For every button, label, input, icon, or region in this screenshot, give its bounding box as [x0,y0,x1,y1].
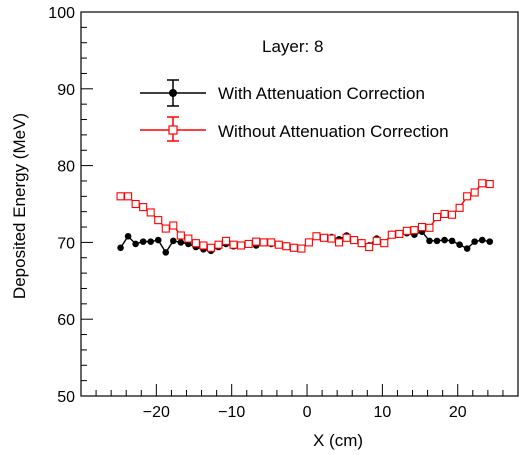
data-point [432,213,442,222]
data-point [124,232,132,240]
data-point [199,241,208,250]
data-point [448,237,456,245]
data-point [132,240,139,248]
y-tick-label: 70 [57,235,75,252]
x-tick-label: −10 [218,404,245,421]
series-without-correction [116,179,494,253]
y-tick-label: 60 [57,312,75,329]
data-point [259,238,268,247]
data-point [289,243,298,252]
data-point [342,233,351,242]
data-point [147,238,154,245]
legend-item-without-correction: Without Attenuation Correction [140,116,449,142]
data-point [139,238,147,245]
y-tick-label: 90 [57,82,75,99]
x-tick-label: 20 [449,404,467,421]
data-point [169,221,178,230]
data-point [327,234,336,243]
data-point [471,238,478,245]
y-tick-label: 50 [57,389,75,406]
data-point [206,243,216,252]
data-point [319,233,329,242]
data-point [455,203,464,212]
data-point [485,179,494,189]
data-point [410,226,419,235]
legend-marker-without-correction [168,125,178,135]
legend-item-with-correction: With Attenuation Correction [140,79,425,107]
data-point [244,239,253,248]
data-point [357,239,366,248]
data-point [117,244,124,252]
data-point [146,208,155,217]
data-point [335,238,344,247]
data-point [433,237,441,245]
data-point [304,238,313,247]
y-axis-title: Deposited Energy (MeV) [10,113,29,299]
legend-label-without-correction: Without Attenuation Correction [218,122,449,141]
data-point [124,192,133,201]
data-point [297,244,306,253]
data-point [463,192,472,201]
data-point [162,249,170,256]
data-point [131,199,140,209]
data-point [312,232,321,241]
data-point [116,192,125,201]
data-point [176,231,185,240]
legend-marker-with-correction [169,89,177,97]
data-point [440,209,449,219]
data-point [456,241,463,249]
data-point [139,203,148,212]
data-point [425,223,434,232]
data-point [274,240,283,249]
data-point [184,234,193,243]
data-point [372,236,381,245]
data-point [177,239,185,246]
legend: With Attenuation Correction Without Atte… [140,79,449,142]
y-tick-label: 100 [48,5,75,22]
y-axis-ticks: 50 60 70 80 90 100 [48,5,93,406]
data-point [237,241,246,250]
plot-frame [80,11,519,397]
x-tick-label: 10 [373,404,391,421]
layer-annotation: Layer: 8 [262,37,323,56]
data-point [417,222,426,232]
data-point [154,216,163,225]
x-tick-label: 0 [303,404,312,421]
data-point [229,240,238,249]
data-point [350,236,359,245]
data-point [478,179,487,188]
data-point [191,239,200,248]
plot-border [80,11,519,397]
data-point [267,238,276,247]
x-axis-title: X (cm) [313,431,363,450]
data-point [470,188,479,197]
data-point [395,229,404,239]
data-point [221,236,231,245]
x-axis-ticks: −20 −10 0 10 20 [80,384,519,421]
data-point [380,239,389,248]
data-point [169,237,177,245]
data-point [478,236,486,244]
y-tick-label: 80 [57,159,75,176]
data-point [486,238,494,245]
x-tick-label: −20 [143,404,170,421]
data-point [387,230,396,239]
data-point [252,237,261,246]
data-point [448,210,457,219]
data-point [426,237,433,245]
data-point [154,236,162,244]
data-point [161,224,170,233]
legend-label-with-correction: With Attenuation Correction [218,84,425,103]
series-layer [116,179,494,256]
data-point [402,226,411,235]
data-point [463,245,471,252]
data-point [282,242,291,251]
data-point [441,236,448,244]
data-point [365,242,374,252]
data-point [214,240,223,249]
